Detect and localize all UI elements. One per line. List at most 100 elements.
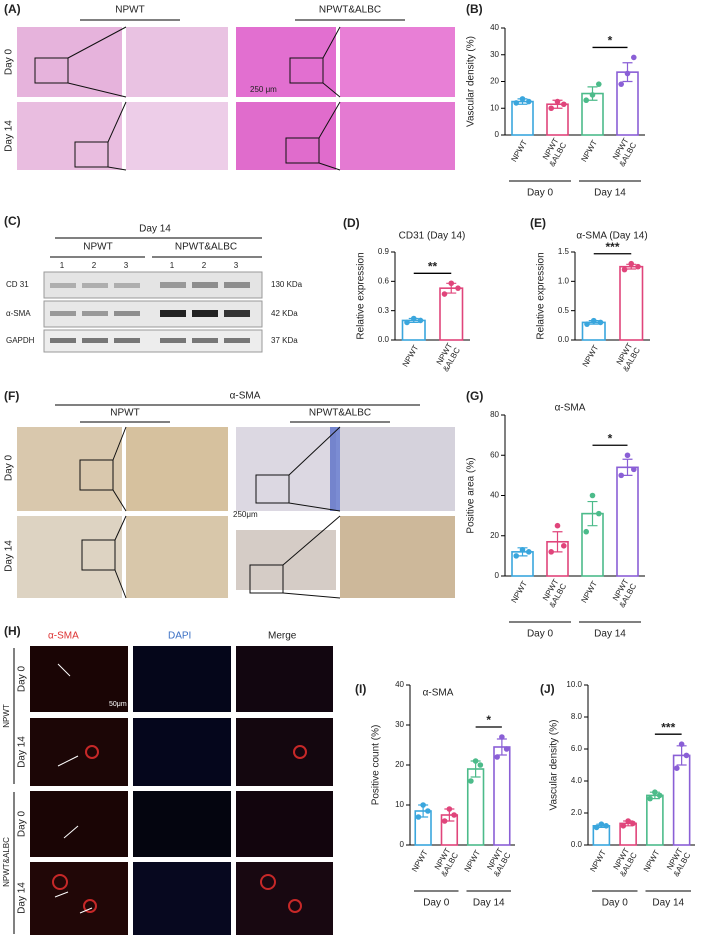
y-tick-label: 0 <box>400 840 405 849</box>
y-tick-label: 40 <box>395 680 404 689</box>
significance: * <box>608 34 613 48</box>
y-tick-label: 0.9 <box>378 247 390 256</box>
size-label: 130 KDa <box>271 280 303 289</box>
row-label: Day 14 <box>17 736 28 768</box>
data-point <box>647 795 653 802</box>
scale-bar: 50μm <box>109 701 127 708</box>
image <box>126 27 228 97</box>
x-tick-label: NPWT&ALBC <box>540 577 569 609</box>
bar <box>511 100 534 136</box>
data-point <box>526 98 532 105</box>
y-tick-label: 20 <box>490 531 499 540</box>
panel-letter: (G) <box>466 389 483 403</box>
y-axis-label: Vascular density (%) <box>549 720 560 811</box>
data-point <box>628 260 635 267</box>
data-point <box>584 321 590 327</box>
data-point <box>561 101 567 108</box>
data-point <box>420 802 426 808</box>
data-point <box>494 754 500 760</box>
data-point <box>455 285 461 291</box>
data-point <box>441 291 448 297</box>
blot-title: Day 14 <box>139 224 171 235</box>
x-tick-label: NPWT <box>642 848 662 873</box>
band-label: α-SMA <box>6 309 31 318</box>
x-tick-label: NPWT&ALBC <box>540 136 569 168</box>
data-point <box>554 98 561 105</box>
panel-letter: (E) <box>530 216 546 230</box>
image <box>330 427 340 511</box>
image <box>126 427 228 511</box>
x-tick-label: NPWT&ALBC <box>664 846 693 878</box>
x-tick-label: NPWT&ALBC <box>433 341 462 373</box>
data-point <box>598 821 605 827</box>
panel-letter: (A) <box>4 2 21 16</box>
data-point <box>499 734 505 740</box>
size-label: 42 KDa <box>271 309 298 318</box>
y-tick-label: 4.0 <box>571 776 583 785</box>
x-tick-label: NPWT&ALBC <box>432 846 461 878</box>
significance: *** <box>605 240 619 254</box>
data-point <box>451 812 457 818</box>
row-label: Day 0 <box>17 666 28 693</box>
data-point <box>618 81 624 87</box>
zoom-boxes <box>34 26 341 171</box>
bar <box>646 794 664 846</box>
y-tick-label: 10 <box>490 103 499 112</box>
panel-letter: (I) <box>355 682 366 696</box>
y-tick-label: 1.5 <box>558 247 570 256</box>
data-point <box>519 547 526 553</box>
panel-a: (A) NPWT NPWT&ALBC Day 0 Day 14 250 μm <box>4 2 455 171</box>
x-tick-label: NPWT <box>401 343 421 368</box>
image <box>126 516 228 598</box>
data-point <box>561 543 567 549</box>
data-point <box>477 762 484 768</box>
y-axis-label: Relative expression <box>536 252 547 339</box>
significance: * <box>608 431 613 445</box>
panel-letter: (B) <box>466 2 483 16</box>
x-tick-label: NPWT&ALBC <box>610 577 639 609</box>
data-point <box>583 97 589 104</box>
x-tick-label: NPWT <box>579 579 599 604</box>
group-label: Day 0 <box>602 898 629 909</box>
group-label: NPWT <box>2 704 11 728</box>
data-point <box>603 823 609 829</box>
panel-letter: (H) <box>4 624 21 638</box>
panel-letter: (D) <box>343 216 360 230</box>
data-point <box>446 806 453 812</box>
data-point <box>593 824 600 831</box>
y-axis-label: Positive count (%) <box>371 725 382 806</box>
x-tick-label: NPWT&ALBC <box>484 846 513 878</box>
row-label: Day 0 <box>17 811 28 838</box>
image <box>340 27 455 97</box>
y-tick-label: 6.0 <box>571 744 583 753</box>
group-label: Day 14 <box>594 629 626 640</box>
y-tick-label: 40 <box>490 23 499 32</box>
image <box>340 102 455 170</box>
y-tick-label: 0.0 <box>378 335 390 344</box>
band-label: CD 31 <box>6 280 29 289</box>
data-point <box>448 280 455 287</box>
group-label: Day 0 <box>527 188 554 199</box>
row-label: Day 14 <box>17 882 28 914</box>
data-point <box>589 92 596 98</box>
data-point <box>404 319 410 326</box>
image <box>236 27 336 97</box>
image <box>126 102 228 170</box>
x-tick-label: NPWT <box>509 138 529 163</box>
group-label: Day 14 <box>652 898 684 909</box>
data-point <box>503 746 510 752</box>
bar <box>493 746 511 846</box>
blot <box>43 329 263 353</box>
lane: 3 <box>234 261 239 270</box>
image <box>236 427 336 511</box>
y-tick-label: 0.5 <box>558 306 570 315</box>
panel-c: (C) Day 14 NPWT NPWT&ALBC 1 2 3 1 2 3 CD… <box>4 214 303 353</box>
data-point <box>425 808 431 814</box>
data-point <box>589 492 596 499</box>
bands <box>50 282 250 343</box>
bar <box>619 265 644 341</box>
data-point <box>631 466 637 473</box>
group-label: Day 14 <box>473 898 505 909</box>
x-tick-label: NPWT <box>463 848 483 873</box>
